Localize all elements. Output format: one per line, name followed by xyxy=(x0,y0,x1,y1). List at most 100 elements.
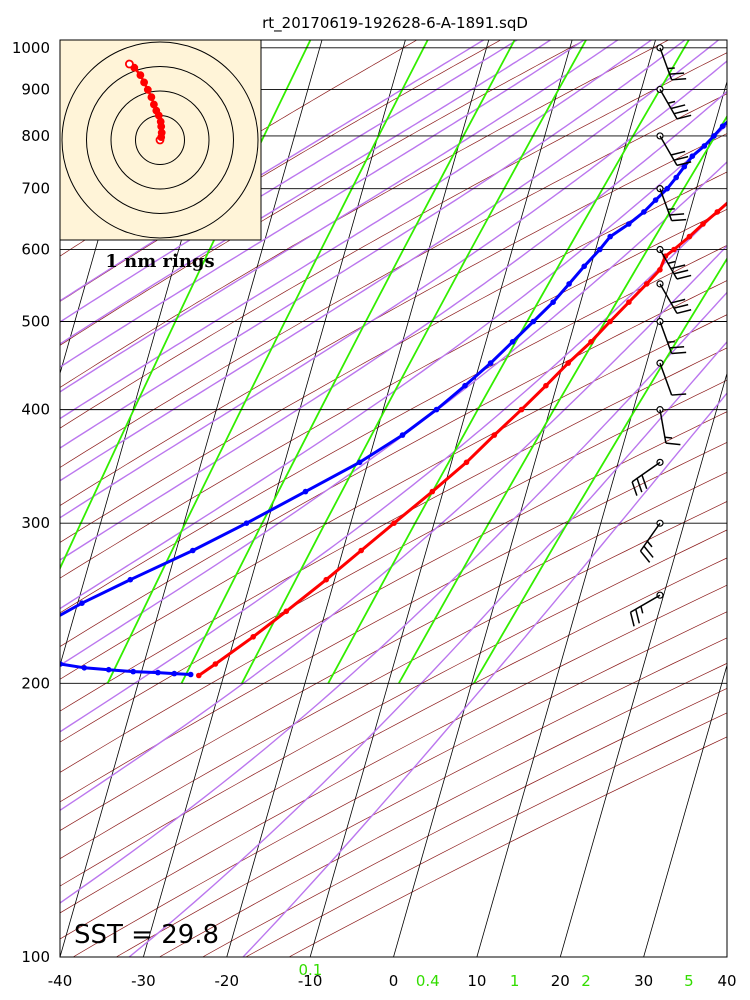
dewpoint-point xyxy=(25,658,31,664)
mixing-ratio-line xyxy=(398,114,727,684)
wind-barb-flag xyxy=(631,481,638,496)
dewpoint-point xyxy=(566,281,572,287)
moist-adiabat-line xyxy=(60,201,727,733)
wind-barb-flag xyxy=(671,218,687,222)
wind-barb-staff xyxy=(639,522,661,552)
dewpoint-point xyxy=(626,221,632,227)
dewpoint-point xyxy=(607,233,613,240)
dry-adiabat-line xyxy=(60,347,727,712)
isotherm-line xyxy=(476,80,727,957)
mixing-ratio-label: 0.4 xyxy=(416,972,440,990)
temperature-point xyxy=(323,576,330,583)
wind-barb-flag xyxy=(629,612,635,627)
pressure-tick-label: 500 xyxy=(21,313,50,331)
dewpoint-point xyxy=(701,143,708,149)
hodograph-point xyxy=(136,71,145,79)
dewpoint-point xyxy=(79,600,85,606)
dry-adiabat-line xyxy=(60,584,727,940)
dry-adiabat-line xyxy=(60,379,727,743)
temperature-point xyxy=(700,221,706,227)
wind-barb-flag xyxy=(676,161,692,167)
dewpoint-point xyxy=(130,668,136,675)
temperature-point xyxy=(657,267,663,273)
isotherm-line xyxy=(393,40,656,957)
wind-barb-flag xyxy=(673,109,689,115)
moist-adiabat-line xyxy=(60,40,687,449)
moist-adiabat-line xyxy=(60,291,727,904)
moist-adiabat-line xyxy=(128,340,727,957)
hodograph-point xyxy=(140,78,149,87)
wind-barb-flag xyxy=(676,309,692,315)
wind-barb-staff xyxy=(659,321,673,354)
hodograph-point xyxy=(143,85,152,94)
wind-barb xyxy=(629,591,664,627)
dewpoint-point xyxy=(681,163,688,170)
temperature-point xyxy=(671,246,677,253)
wind-barb-flag xyxy=(671,77,687,81)
dry-adiabat-line xyxy=(60,529,727,887)
temperature-point xyxy=(391,520,397,526)
temperature-point xyxy=(250,634,256,640)
chart-title: rt_20170619-192628-6-A-1891.sqD xyxy=(262,14,528,33)
moist-adiabat-line xyxy=(242,392,727,957)
pressure-axis-labels: 100 200 300 400 500 600 700 800 900 1000 xyxy=(12,39,50,966)
moist-adiabat-line xyxy=(60,40,552,345)
wind-barb-staff xyxy=(659,283,678,314)
moist-adiabat-line xyxy=(60,40,485,302)
wind-barb-half-flag xyxy=(667,340,675,343)
wind-barb xyxy=(656,44,687,81)
temperature-tick-label: 0 xyxy=(389,972,399,990)
moist-adiabat-line xyxy=(60,60,727,519)
dewpoint-point xyxy=(462,382,468,389)
wind-barb-flag xyxy=(671,351,687,355)
pressure-tick-label: 800 xyxy=(21,127,50,145)
temperature-tick-label: 30 xyxy=(634,972,653,990)
isotherm-line xyxy=(559,371,727,957)
dewpoint-point xyxy=(155,669,161,676)
hodograph-point xyxy=(156,117,165,126)
temperature-point xyxy=(588,339,594,345)
dewpoint-point xyxy=(18,654,24,660)
dewpoint-point xyxy=(509,339,516,345)
dewpoint-point xyxy=(581,263,587,270)
moist-adiabat-line xyxy=(60,244,727,812)
temperature-axis-labels: -40 -30 -20 -10 0 10 20 30 40 xyxy=(48,972,737,990)
temperature-point xyxy=(565,360,571,366)
dewpoint-point xyxy=(127,576,134,583)
dewpoint-point xyxy=(673,174,679,181)
temperature-point xyxy=(358,547,365,554)
moist-adiabat-line xyxy=(60,90,727,561)
wind-barb-flag xyxy=(639,550,651,563)
dewpoint-point xyxy=(190,547,196,554)
temperature-tick-label: 40 xyxy=(717,972,736,990)
dewpoint-point xyxy=(243,520,250,526)
wind-barb xyxy=(656,406,681,446)
temperature-tick-label: 20 xyxy=(551,972,570,990)
wind-barb-flag xyxy=(641,474,648,489)
wind-barb-half-flag xyxy=(667,260,676,265)
hodograph-point xyxy=(124,59,134,69)
moist-adiabat-line xyxy=(60,40,653,420)
dewpoint-point xyxy=(32,634,38,640)
wind-barb-staff xyxy=(659,362,673,396)
hodograph-point xyxy=(157,128,166,137)
wind-barb-staff xyxy=(659,47,673,81)
dewpoint-point xyxy=(302,488,309,495)
dewpoint-point xyxy=(530,318,537,325)
moist-adiabat-line xyxy=(60,40,519,323)
dewpoint-point xyxy=(81,665,88,671)
hodograph-point xyxy=(152,106,161,115)
dewpoint-point xyxy=(745,105,750,111)
wind-barb-flag xyxy=(670,150,686,156)
dewpoint-point xyxy=(487,360,494,366)
temperature-point xyxy=(518,406,525,413)
mixing-ratio-label: 1 xyxy=(510,972,520,990)
isotherm-line xyxy=(60,40,323,957)
pressure-tick-label: 200 xyxy=(21,674,50,692)
temperature-tick-label: -40 xyxy=(48,972,73,990)
dry-adiabat-line xyxy=(60,471,727,831)
dewpoint-point xyxy=(187,671,194,678)
wind-barb-half-flag xyxy=(667,208,675,211)
dry-adiabat-line xyxy=(60,52,727,429)
wind-barb-half-flag xyxy=(664,436,673,439)
